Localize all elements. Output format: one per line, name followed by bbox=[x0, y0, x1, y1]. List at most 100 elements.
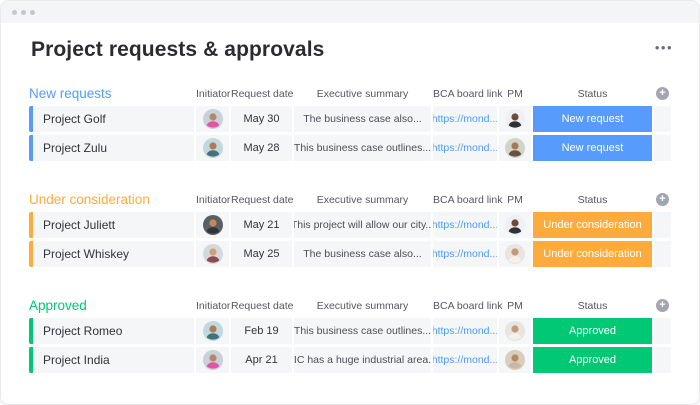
executive-summary-cell[interactable]: This business case outlines... bbox=[294, 318, 431, 344]
board-link[interactable]: https://mond... bbox=[433, 325, 497, 337]
pm-cell[interactable] bbox=[499, 135, 531, 161]
item-name[interactable]: Project Zulu bbox=[29, 135, 194, 161]
filler-cell bbox=[654, 318, 671, 344]
add-column-button[interactable]: + bbox=[656, 87, 669, 100]
avatar bbox=[202, 321, 223, 341]
status-badge[interactable]: New request bbox=[533, 106, 652, 132]
request-date-cell[interactable]: May 30 bbox=[231, 106, 292, 132]
pm-cell[interactable] bbox=[499, 106, 531, 132]
initiator-cell[interactable] bbox=[196, 212, 229, 238]
window-dot-icon[interactable] bbox=[30, 9, 35, 15]
person-icon bbox=[206, 248, 219, 263]
bca-link-cell: https://mond... bbox=[433, 212, 497, 238]
person-icon bbox=[206, 325, 219, 340]
column-header-bca-board-link: BCA board link bbox=[433, 87, 503, 100]
column-header-request-date: Request date bbox=[231, 193, 294, 206]
pm-cell[interactable] bbox=[499, 318, 531, 344]
initiator-cell[interactable] bbox=[196, 135, 229, 161]
filler-cell bbox=[654, 241, 671, 267]
group-approved: Approved Initiator Request date Executiv… bbox=[29, 297, 671, 373]
group-title[interactable]: Under consideration bbox=[29, 192, 150, 207]
pm-cell[interactable] bbox=[499, 347, 531, 373]
request-date-cell[interactable]: May 21 bbox=[231, 212, 292, 238]
pm-cell[interactable] bbox=[499, 241, 531, 267]
request-date-cell[interactable]: May 28 bbox=[231, 135, 292, 161]
person-icon bbox=[508, 354, 522, 369]
board: New requests Initiator Request date Exec… bbox=[29, 85, 671, 403]
status-badge[interactable]: New request bbox=[533, 135, 652, 161]
avatar bbox=[202, 350, 223, 370]
board-link[interactable]: https://mond... bbox=[433, 354, 497, 366]
status-badge[interactable]: Approved bbox=[533, 318, 652, 344]
person-icon bbox=[508, 142, 522, 157]
window-dot-icon[interactable] bbox=[12, 9, 17, 15]
bca-link-cell: https://mond... bbox=[433, 318, 497, 344]
board-header: Project requests & approvals ••• bbox=[1, 23, 699, 62]
window-dot-icon[interactable] bbox=[21, 9, 26, 15]
avatar bbox=[505, 244, 525, 264]
initiator-cell[interactable] bbox=[196, 241, 229, 267]
bca-link-cell: https://mond... bbox=[433, 135, 497, 161]
filler-cell bbox=[654, 347, 671, 373]
window-controls[interactable] bbox=[12, 9, 35, 15]
group-header: Approved Initiator Request date Executiv… bbox=[29, 297, 671, 314]
table-row: Project India Apr 21 LIC has a huge indu… bbox=[29, 347, 671, 373]
bca-link-cell: https://mond... bbox=[433, 347, 497, 373]
filler-cell bbox=[654, 135, 671, 161]
column-header-request-date: Request date bbox=[231, 87, 294, 100]
column-header-executive-summary: Executive summary bbox=[316, 193, 409, 206]
item-name[interactable]: Project Juliett bbox=[29, 212, 194, 238]
add-column-button[interactable]: + bbox=[656, 299, 669, 312]
bca-link-cell: https://mond... bbox=[433, 106, 497, 132]
initiator-cell[interactable] bbox=[196, 347, 229, 373]
column-header-bca-board-link: BCA board link bbox=[433, 299, 503, 312]
request-date-cell[interactable]: Apr 21 bbox=[231, 347, 292, 373]
executive-summary-cell[interactable]: LIC has a huge industrial area... bbox=[294, 347, 431, 373]
person-icon bbox=[508, 248, 522, 263]
board-link[interactable]: https://mond... bbox=[433, 142, 497, 154]
column-header-bca-board-link: BCA board link bbox=[433, 193, 503, 206]
filler-cell bbox=[654, 212, 671, 238]
initiator-cell[interactable] bbox=[196, 318, 229, 344]
status-badge[interactable]: Approved bbox=[533, 347, 652, 373]
table-row: Project Whiskey May 25 The business case… bbox=[29, 241, 671, 267]
more-menu-icon[interactable]: ••• bbox=[654, 40, 673, 55]
column-header-status: Status bbox=[577, 193, 608, 206]
window-titlebar bbox=[1, 1, 699, 23]
request-date-cell[interactable]: Feb 19 bbox=[231, 318, 292, 344]
group-header: Under consideration Initiator Request da… bbox=[29, 191, 671, 208]
table-row: Project Romeo Feb 19 This business case … bbox=[29, 318, 671, 344]
filler-cell bbox=[654, 106, 671, 132]
column-header-pm: PM bbox=[507, 87, 523, 100]
column-header-pm: PM bbox=[507, 299, 523, 312]
board-link[interactable]: https://mond... bbox=[433, 248, 497, 260]
item-name[interactable]: Project Romeo bbox=[29, 318, 194, 344]
item-name[interactable]: Project India bbox=[29, 347, 194, 373]
board-link[interactable]: https://mond... bbox=[433, 113, 497, 125]
person-icon bbox=[508, 219, 522, 234]
avatar bbox=[505, 109, 525, 129]
status-badge[interactable]: Under consideration bbox=[533, 212, 652, 238]
avatar bbox=[202, 109, 223, 129]
item-name[interactable]: Project Whiskey bbox=[29, 241, 194, 267]
initiator-cell[interactable] bbox=[196, 106, 229, 132]
add-column-button[interactable]: + bbox=[656, 193, 669, 206]
column-header-executive-summary: Executive summary bbox=[316, 87, 409, 100]
item-name[interactable]: Project Golf bbox=[29, 106, 194, 132]
bca-link-cell: https://mond... bbox=[433, 241, 497, 267]
executive-summary-cell[interactable]: The business case also... bbox=[294, 241, 431, 267]
executive-summary-cell[interactable]: This business case outlines... bbox=[294, 135, 431, 161]
pm-cell[interactable] bbox=[499, 212, 531, 238]
status-badge[interactable]: Under consideration bbox=[533, 241, 652, 267]
request-date-cell[interactable]: May 25 bbox=[231, 241, 292, 267]
person-icon bbox=[508, 325, 522, 340]
column-header-status: Status bbox=[577, 87, 608, 100]
board-link[interactable]: https://mond... bbox=[433, 219, 497, 231]
executive-summary-cell[interactable]: This project will allow our city... bbox=[294, 212, 431, 238]
column-header-status: Status bbox=[577, 299, 608, 312]
group-header: New requests Initiator Request date Exec… bbox=[29, 85, 671, 102]
group-title[interactable]: New requests bbox=[29, 86, 112, 101]
group-title[interactable]: Approved bbox=[29, 298, 87, 313]
executive-summary-cell[interactable]: The business case also... bbox=[294, 106, 431, 132]
